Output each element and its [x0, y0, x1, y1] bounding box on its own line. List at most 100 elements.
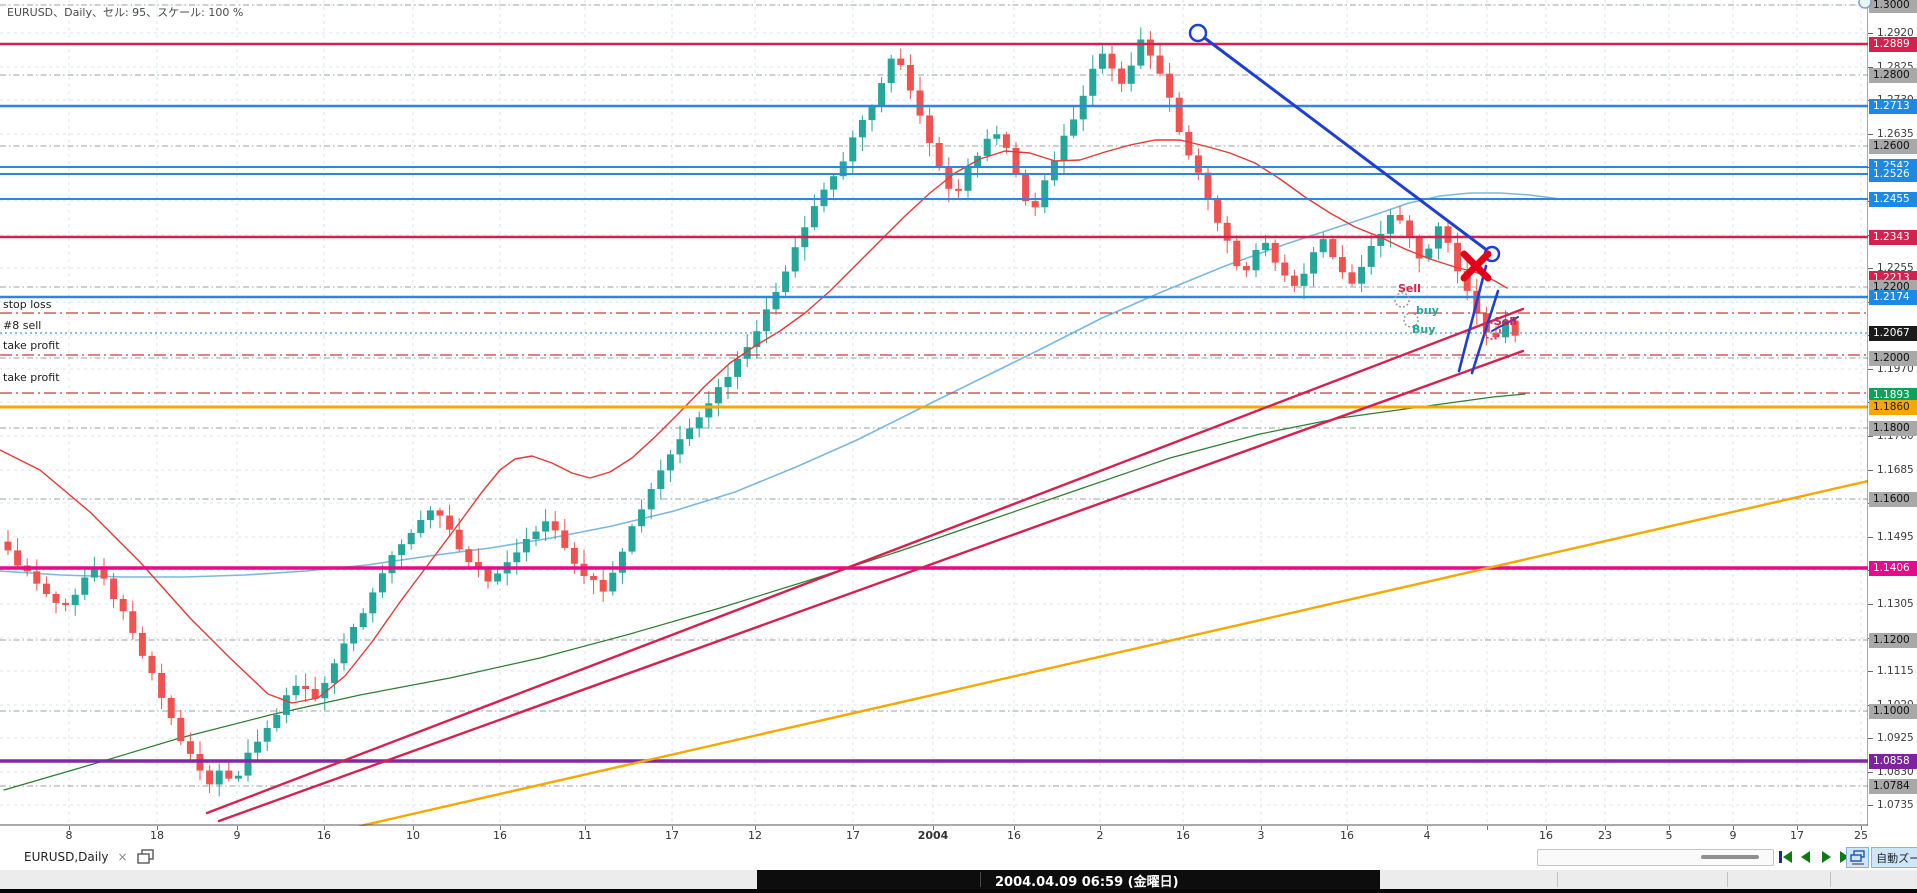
time-axis-label: 2 [1096, 829, 1104, 842]
axis-tick-mark [1868, 772, 1873, 773]
time-axis-label: 16 [1007, 829, 1021, 842]
time-axis-label: 16 [493, 829, 507, 842]
trendline[interactable] [358, 479, 1868, 826]
time-axis-label: 17 [1790, 829, 1804, 842]
time-axis[interactable]: 8 18 9 16 10 16 11 17 12 17 2004 16 2 16 3 16 4 16 23 5 9 17 2… [0, 826, 1917, 846]
time-axis-label: 12 [748, 829, 762, 842]
time-tick-mark [1427, 826, 1428, 830]
step-forward-button[interactable] [1817, 849, 1834, 865]
arrowhead [1512, 316, 1518, 323]
axis-tick-mark [1868, 470, 1873, 471]
auto-zoom-button[interactable]: 自動ズーム [1871, 847, 1917, 868]
arrange-windows-button[interactable] [1846, 847, 1869, 868]
price-badge: 1.2889 [1869, 36, 1917, 52]
time-axis-label: 16 [1340, 829, 1354, 842]
time-axis-label: 2004 [917, 829, 949, 842]
time-tick-mark [1100, 826, 1101, 830]
time-tick-mark [1014, 826, 1015, 830]
axis-tick-mark [1868, 33, 1873, 34]
time-tick-mark [500, 826, 501, 830]
price-badge: 1.2600 [1869, 138, 1917, 154]
sell-marker-label-2: Sell [1494, 315, 1517, 328]
price-tick-label: 1.1495 [1877, 531, 1914, 543]
chart-plot[interactable] [0, 0, 1868, 826]
price-tick-label: 1.0735 [1877, 799, 1914, 811]
chart-nav-buttons [1777, 849, 1854, 865]
axis-tick-mark [1868, 369, 1873, 370]
trendline[interactable] [205, 307, 1525, 815]
window-restore-icon[interactable] [136, 849, 155, 864]
price-badge: 1.1893 [1869, 387, 1917, 403]
axis-tick-mark [1868, 604, 1873, 605]
chart-title: EURUSD、Daily、セル: 95、スケール: 100 % [7, 6, 244, 19]
buy-marker-label-2: Buy [1412, 323, 1436, 336]
scrollbar-thumb[interactable] [1701, 855, 1759, 859]
time-tick-mark [853, 826, 854, 830]
axis-tick-mark [1868, 436, 1873, 437]
tab-label: EURUSD,Daily [24, 849, 109, 864]
chart-scrollbar[interactable] [1537, 849, 1774, 866]
status-separator [1727, 872, 1728, 887]
status-separator [980, 872, 981, 887]
time-tick-mark [1347, 826, 1348, 830]
tab-close-icon[interactable]: × [117, 849, 128, 864]
take-profit-label-1[interactable]: take profit [3, 339, 60, 352]
price-badge: 1.2455 [1869, 191, 1917, 207]
status-separator [1830, 872, 1831, 887]
trendline-handle [1188, 23, 1208, 43]
price-tick-label: 1.2920 [1877, 27, 1914, 39]
sell-marker-label-1: Sell [1398, 282, 1421, 295]
ma-medium-line [0, 192, 1561, 578]
time-axis-label: 25 [1854, 829, 1868, 842]
trendline[interactable] [217, 349, 1525, 823]
tab-eurusd-daily[interactable]: EURUSD,Daily × [24, 849, 155, 864]
axis-zoom-icon[interactable] [1855, 0, 1875, 11]
position-label[interactable]: #8 sell [3, 319, 42, 332]
trade-event-circle-icon [1394, 292, 1410, 308]
time-tick-mark [1546, 826, 1547, 830]
price-tick-label: 1.0925 [1877, 732, 1914, 744]
price-badge: 1.2526 [1869, 166, 1917, 182]
window-bottom-edge [0, 889, 1917, 893]
status-separator [1557, 872, 1558, 887]
go-start-button[interactable] [1777, 849, 1794, 865]
price-badge: 1.1000 [1869, 703, 1917, 719]
time-axis-label: 9 [1729, 829, 1737, 842]
auto-zoom-label: 自動ズーム [1876, 851, 1917, 865]
time-tick-mark [157, 826, 158, 830]
time-axis-label: 18 [150, 829, 164, 842]
time-tick-mark [585, 826, 586, 830]
time-axis-label: 9 [233, 829, 241, 842]
price-badge: 1.2713 [1869, 98, 1917, 114]
time-tick-mark [1487, 826, 1488, 830]
price-tick-label: 1.2635 [1877, 128, 1914, 140]
price-badge: 1.3000 [1869, 0, 1917, 13]
price-tick-label: 1.1685 [1877, 464, 1914, 476]
time-tick-mark [755, 826, 756, 830]
time-axis-label: 16 [1539, 829, 1553, 842]
time-axis-label: 16 [317, 829, 331, 842]
time-axis-label: 17 [665, 829, 679, 842]
price-axis[interactable]: 1.29201.28251.27301.26351.25401.24451.23… [0, 0, 1917, 826]
stop-loss-label[interactable]: stop loss [3, 298, 52, 311]
price-badge: 1.2800 [1869, 67, 1917, 83]
price-tick-label: 1.0830 [1877, 766, 1914, 778]
time-axis-label: 8 [65, 829, 73, 842]
time-axis-label: 4 [1423, 829, 1431, 842]
trendline[interactable] [1470, 289, 1500, 375]
price-badge: 1.2174 [1869, 289, 1917, 305]
status-datetime: 2004.04.09 06:59 (金曜日) [995, 875, 1179, 890]
take-profit-label-2[interactable]: take profit [3, 371, 60, 384]
step-back-button[interactable] [1797, 849, 1814, 865]
time-tick-mark [933, 826, 934, 830]
price-tick-label: 1.1115 [1877, 665, 1914, 677]
axis-tick-mark [1868, 671, 1873, 672]
time-axis-label: 11 [578, 829, 592, 842]
time-tick-mark [1261, 826, 1262, 830]
trendline[interactable] [1196, 31, 1494, 256]
price-badge: 1.1600 [1869, 491, 1917, 507]
time-axis-label: 3 [1257, 829, 1265, 842]
trendline[interactable] [1457, 264, 1488, 373]
time-tick-mark [237, 826, 238, 830]
